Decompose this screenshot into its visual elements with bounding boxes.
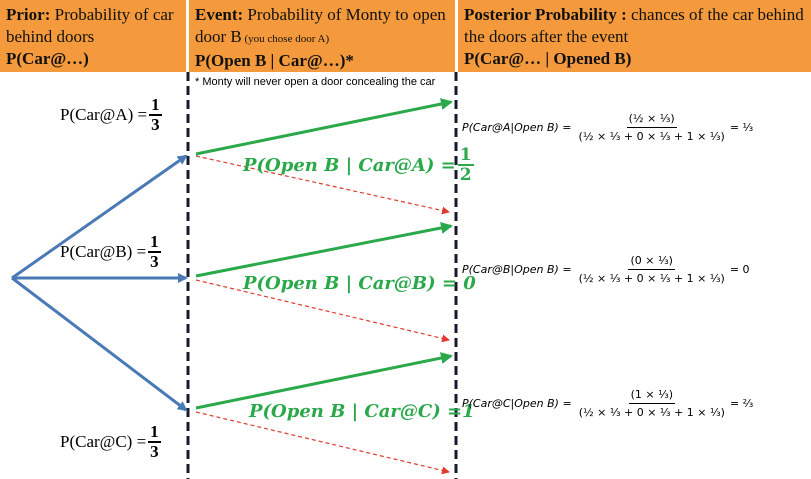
header-posterior: Posterior Probability : chances of the c… [458,0,811,72]
posterior-a-fraction: (½ × ⅓) (½ × ⅓ + 0 × ⅓ + 1 × ⅓) [579,112,725,143]
posterior-a-numerator: (½ × ⅓) [626,112,677,128]
posterior-a-lhs: P(Car@A|Open B) = [462,121,572,134]
posterior-b: P(Car@B|Open B) = (0 × ⅓) (½ × ⅓ + 0 × ⅓… [462,254,750,285]
likelihood-b: P(Open B | Car@B) = 0 [243,273,476,294]
prior-a-label: P(Car@A) = [60,105,148,124]
header-posterior-formula: P(Car@… | Opened B) [464,49,632,68]
posterior-c-numerator: (1 × ⅓) [628,388,676,404]
header-separator [186,0,189,72]
header-prior-formula: P(Car@…) [6,49,89,68]
posterior-c-denominator: (½ × ⅓ + 0 × ⅓ + 1 × ⅓) [578,406,725,419]
blue-arrow-a [11,154,188,280]
likelihood-c: P(Open B | Car@C) =1 [249,401,475,422]
red-arrow-b [195,279,450,343]
likelihood-a-text: P(Open B | Car@A) = [243,154,456,176]
header-separator [455,0,458,72]
posterior-b-numerator: (0 × ⅓) [628,254,675,270]
header-prior-text: Probability of car behind doors [6,5,174,46]
header-event-small: (you chose door A) [241,33,330,45]
header-prior-bold: Prior: [6,5,51,24]
posterior-b-lhs: P(Car@B|Open B) = [462,263,572,276]
posterior-a-denominator: (½ × ⅓ + 0 × ⅓ + 1 × ⅓) [578,130,725,143]
likelihood-c-text: P(Open B | Car@C) =1 [249,401,475,422]
posterior-c: P(Car@C|Open B) = (1 × ⅓) (½ × ⅓ + 0 × ⅓… [462,388,753,419]
header-event-formula: P(Open B | Car@…)* [195,51,354,70]
header-event-bold: Event: [195,5,244,24]
posterior-b-denominator: (½ × ⅓ + 0 × ⅓ + 1 × ⅓) [578,272,725,285]
posterior-c-fraction: (1 × ⅓) (½ × ⅓ + 0 × ⅓ + 1 × ⅓) [579,388,725,419]
posterior-a-result: = ⅓ [729,121,754,134]
prior-b-label: P(Car@B) = [60,242,147,261]
header-event: Event: Probability of Monty to open door… [189,0,455,72]
red-arrow-a [195,155,450,215]
header-posterior-bold: Posterior Probability : [464,5,627,24]
red-arrow-c [195,411,450,475]
posterior-b-fraction: (0 × ⅓) (½ × ⅓ + 0 × ⅓ + 1 × ⅓) [579,254,725,285]
header-posterior-text: chances of the car behind the doors afte… [464,5,804,46]
note-text: * Monty will never open a door concealin… [195,76,436,88]
green-arrow-c [195,352,453,410]
posterior-c-lhs: P(Car@C|Open B) = [462,397,572,410]
posterior-c-result: = ⅔ [729,397,754,410]
prior-c-label: P(Car@C) = [60,432,147,451]
header-event-text: Probability of Monty to open door B [195,5,446,46]
header-prior: Prior: Probability of car behind doors P… [0,0,186,72]
green-arrow-b [195,222,453,278]
posterior-b-result: = 0 [729,263,750,276]
green-arrow-a [195,98,453,156]
posterior-a: P(Car@A|Open B) = (½ × ⅓) (½ × ⅓ + 0 × ⅓… [462,112,753,143]
blue-arrow-c [11,276,188,412]
likelihood-b-text: P(Open B | Car@B) = 0 [243,273,476,294]
